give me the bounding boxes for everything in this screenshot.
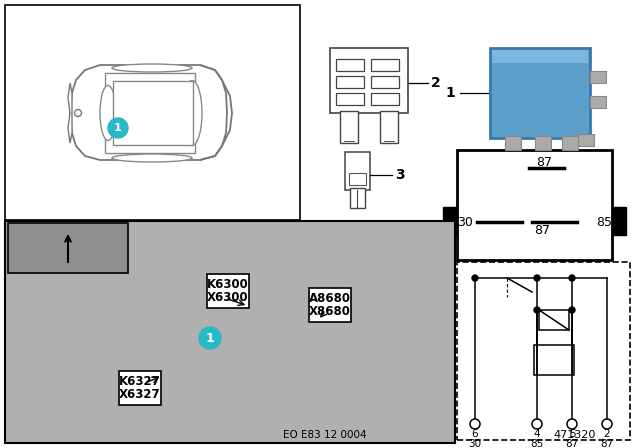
Bar	[535, 136, 551, 150]
Bar	[534, 345, 574, 375]
Bar	[371, 76, 399, 88]
Bar	[590, 96, 606, 108]
Circle shape	[74, 109, 81, 116]
Circle shape	[534, 307, 540, 313]
Bar	[113, 81, 193, 145]
Circle shape	[569, 307, 575, 313]
Bar	[539, 310, 569, 330]
Text: 1: 1	[445, 86, 455, 100]
Text: 87: 87	[600, 439, 614, 448]
Bar	[371, 59, 399, 71]
Bar	[505, 136, 521, 150]
Polygon shape	[105, 73, 195, 153]
Bar	[350, 188, 365, 208]
Circle shape	[532, 419, 542, 429]
Text: A8680: A8680	[309, 292, 351, 305]
Bar	[336, 76, 364, 88]
Polygon shape	[68, 83, 72, 143]
Text: X6300: X6300	[207, 291, 249, 304]
Text: 6: 6	[472, 429, 478, 439]
Polygon shape	[70, 65, 227, 160]
Bar	[8, 223, 128, 273]
Text: K6327: K6327	[119, 375, 161, 388]
Circle shape	[108, 118, 128, 138]
Bar	[5, 5, 300, 220]
Bar	[5, 221, 455, 443]
Text: 87: 87	[536, 155, 552, 168]
Bar	[612, 207, 626, 235]
Text: EO E83 12 0004: EO E83 12 0004	[283, 430, 367, 440]
Text: 1: 1	[205, 332, 214, 345]
Text: 85: 85	[531, 439, 543, 448]
Circle shape	[470, 419, 480, 429]
Bar	[336, 93, 364, 105]
Text: 30: 30	[468, 439, 481, 448]
Bar	[345, 152, 370, 190]
Bar	[118, 371, 161, 405]
Bar	[590, 71, 606, 83]
Bar	[207, 274, 250, 308]
Bar	[380, 111, 398, 143]
Circle shape	[602, 419, 612, 429]
Text: X6327: X6327	[119, 388, 161, 401]
Bar	[371, 93, 399, 105]
Text: 30: 30	[457, 215, 473, 228]
Bar	[330, 48, 408, 113]
Bar	[562, 136, 578, 150]
Text: X8680: X8680	[309, 305, 351, 318]
Text: 85: 85	[596, 215, 612, 228]
Bar	[443, 207, 457, 235]
Bar	[457, 262, 630, 440]
Text: 1: 1	[114, 123, 122, 133]
Circle shape	[567, 419, 577, 429]
Ellipse shape	[100, 86, 116, 141]
Circle shape	[472, 275, 478, 281]
Ellipse shape	[112, 64, 192, 72]
Text: 3: 3	[395, 168, 405, 182]
Bar	[340, 111, 358, 143]
Circle shape	[534, 275, 540, 281]
Text: 2: 2	[431, 76, 441, 90]
Bar	[349, 173, 366, 185]
Circle shape	[569, 275, 575, 281]
Bar	[457, 150, 612, 260]
Ellipse shape	[112, 154, 192, 162]
Ellipse shape	[182, 81, 202, 146]
Circle shape	[199, 327, 221, 349]
Bar	[492, 50, 588, 63]
Text: 471320: 471320	[554, 430, 596, 440]
Text: 5: 5	[569, 429, 575, 439]
Text: K6300: K6300	[207, 278, 249, 291]
Bar	[308, 289, 351, 322]
Bar	[336, 59, 364, 71]
Text: 2: 2	[604, 429, 611, 439]
Bar	[490, 48, 590, 138]
Text: 87: 87	[534, 224, 550, 237]
Text: 87: 87	[565, 439, 579, 448]
Bar	[578, 134, 594, 146]
Text: 4: 4	[534, 429, 540, 439]
